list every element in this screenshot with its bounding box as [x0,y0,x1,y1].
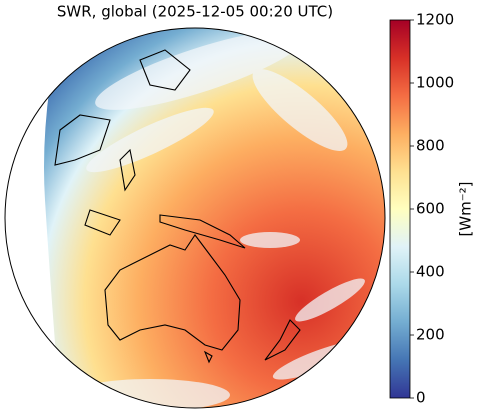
colorbar-tick-label: 800 [416,137,445,155]
map-title: SWR, global (2025-12-05 00:20 UTC) [57,3,333,21]
colorbar-tick-label: 600 [416,200,445,218]
colorbar-tick-label: 0 [416,389,426,407]
colorbar-tick-label: 200 [416,326,445,344]
colorbar-label: [Wm⁻²] [457,181,475,236]
colorbar [389,19,411,399]
globe-outline [4,27,386,409]
colorbar-tick-label: 1000 [416,74,454,92]
globe [5,28,385,408]
coastlines [54,49,301,364]
colorbar-tick-label: 400 [416,263,445,281]
colorbar-tick-label: 1200 [416,11,454,29]
